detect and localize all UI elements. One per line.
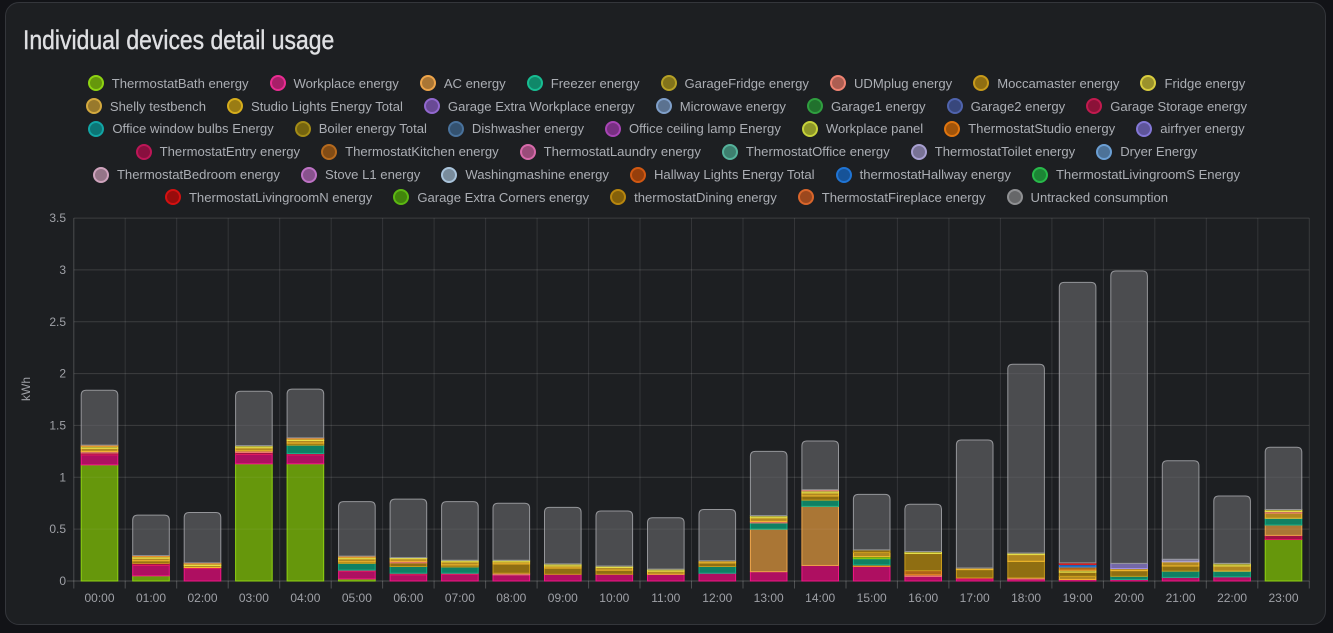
svg-text:18:00: 18:00 bbox=[1011, 591, 1041, 605]
svg-text:1: 1 bbox=[59, 470, 66, 484]
svg-text:16:00: 16:00 bbox=[908, 591, 938, 605]
svg-text:19:00: 19:00 bbox=[1063, 591, 1093, 605]
svg-text:21:00: 21:00 bbox=[1166, 591, 1196, 605]
svg-text:3.5: 3.5 bbox=[49, 211, 66, 225]
svg-text:10:00: 10:00 bbox=[599, 591, 629, 605]
svg-text:17:00: 17:00 bbox=[960, 591, 990, 605]
svg-text:23:00: 23:00 bbox=[1268, 591, 1298, 605]
svg-text:09:00: 09:00 bbox=[548, 591, 578, 605]
svg-text:05:00: 05:00 bbox=[342, 591, 372, 605]
svg-text:11:00: 11:00 bbox=[651, 591, 680, 605]
svg-text:kWh: kWh bbox=[19, 377, 33, 401]
svg-text:14:00: 14:00 bbox=[805, 591, 835, 605]
svg-text:08:00: 08:00 bbox=[496, 591, 526, 605]
svg-text:03:00: 03:00 bbox=[239, 591, 269, 605]
svg-text:00:00: 00:00 bbox=[84, 591, 114, 605]
svg-text:3: 3 bbox=[59, 263, 66, 277]
svg-text:1.5: 1.5 bbox=[49, 418, 66, 432]
svg-text:13:00: 13:00 bbox=[754, 591, 784, 605]
svg-text:20:00: 20:00 bbox=[1114, 591, 1144, 605]
svg-text:01:00: 01:00 bbox=[136, 591, 166, 605]
svg-text:06:00: 06:00 bbox=[393, 591, 423, 605]
svg-text:0.5: 0.5 bbox=[49, 522, 66, 536]
svg-text:07:00: 07:00 bbox=[445, 591, 475, 605]
svg-text:0: 0 bbox=[59, 574, 66, 588]
svg-text:2: 2 bbox=[59, 367, 66, 381]
svg-text:04:00: 04:00 bbox=[290, 591, 320, 605]
svg-text:2.5: 2.5 bbox=[49, 315, 66, 329]
svg-text:22:00: 22:00 bbox=[1217, 591, 1247, 605]
svg-text:02:00: 02:00 bbox=[187, 591, 217, 605]
svg-text:15:00: 15:00 bbox=[857, 591, 887, 605]
svg-text:12:00: 12:00 bbox=[702, 591, 732, 605]
